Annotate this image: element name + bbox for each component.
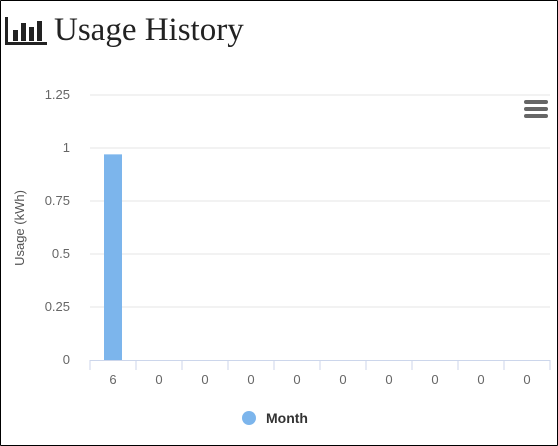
- x-tick-label: 0: [523, 372, 530, 387]
- hamburger-menu-icon[interactable]: [524, 100, 548, 120]
- page-title: Usage History: [54, 12, 244, 48]
- y-tick-label: 1.25: [45, 87, 70, 102]
- x-tick-label: 0: [201, 372, 208, 387]
- bar-chart-icon: [5, 17, 47, 45]
- bars: [104, 154, 122, 360]
- legend-label: Month: [266, 410, 308, 426]
- x-axis: [89, 360, 551, 370]
- x-tick-label: 0: [247, 372, 254, 387]
- y-tick-label: 1: [63, 140, 70, 155]
- x-tick-label: 0: [339, 372, 346, 387]
- y-tick-label: 0: [63, 352, 70, 367]
- x-tick-label: 0: [155, 372, 162, 387]
- y-tick-label: 0.25: [45, 299, 70, 314]
- y-axis-label: Usage (kWh): [12, 190, 27, 266]
- x-tick-label: 0: [477, 372, 484, 387]
- x-tick-label: 0: [431, 372, 438, 387]
- legend-marker: [242, 411, 256, 425]
- x-tick-label: 6: [109, 372, 116, 387]
- x-tick-label: 0: [293, 372, 300, 387]
- grid-lines: [90, 94, 550, 308]
- y-tick-label: 0.5: [52, 246, 70, 261]
- y-axis-ticks: 0 0.25 0.5 0.75 1 1.25: [45, 87, 70, 367]
- page-header: Usage History: [4, 10, 244, 50]
- x-tick-label: 0: [385, 372, 392, 387]
- y-tick-label: 0.75: [45, 193, 70, 208]
- bar[interactable]: [104, 154, 122, 360]
- x-axis-ticks: 6 0 0 0 0 0 0 0 0 0: [109, 372, 530, 387]
- legend-item-month[interactable]: Month: [242, 410, 308, 426]
